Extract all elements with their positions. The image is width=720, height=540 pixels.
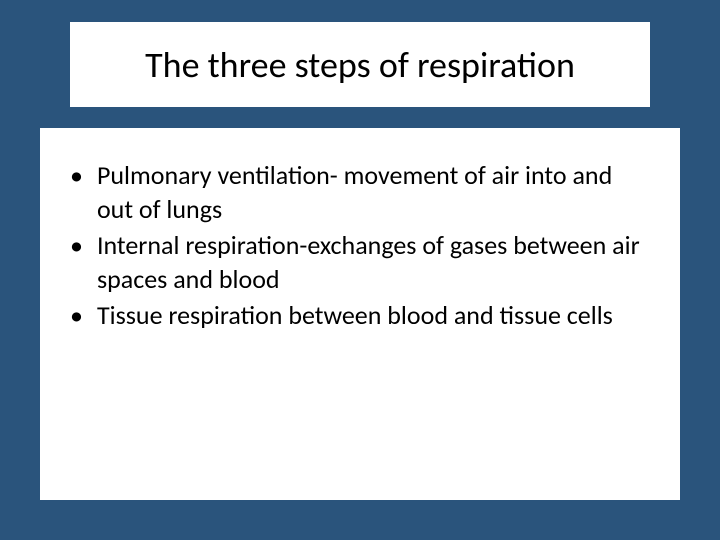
list-item: • Pulmonary ventilation- movement of air… [70,158,640,226]
bullet-list: • Pulmonary ventilation- movement of air… [70,158,640,332]
list-item: • Internal respiration-exchanges of gase… [70,228,640,296]
title-box: The three steps of respiration [70,22,650,107]
content-box: • Pulmonary ventilation- movement of air… [40,128,680,500]
bullet-icon: • [70,298,83,332]
bullet-icon: • [70,228,83,262]
bullet-text: Tissue respiration between blood and tis… [97,298,613,332]
bullet-icon: • [70,158,83,192]
list-item: • Tissue respiration between blood and t… [70,298,640,332]
bullet-text: Internal respiration-exchanges of gases … [97,228,640,296]
bullet-text: Pulmonary ventilation- movement of air i… [97,158,640,226]
slide-title: The three steps of respiration [145,43,575,87]
slide-container: The three steps of respiration • Pulmona… [0,0,720,540]
